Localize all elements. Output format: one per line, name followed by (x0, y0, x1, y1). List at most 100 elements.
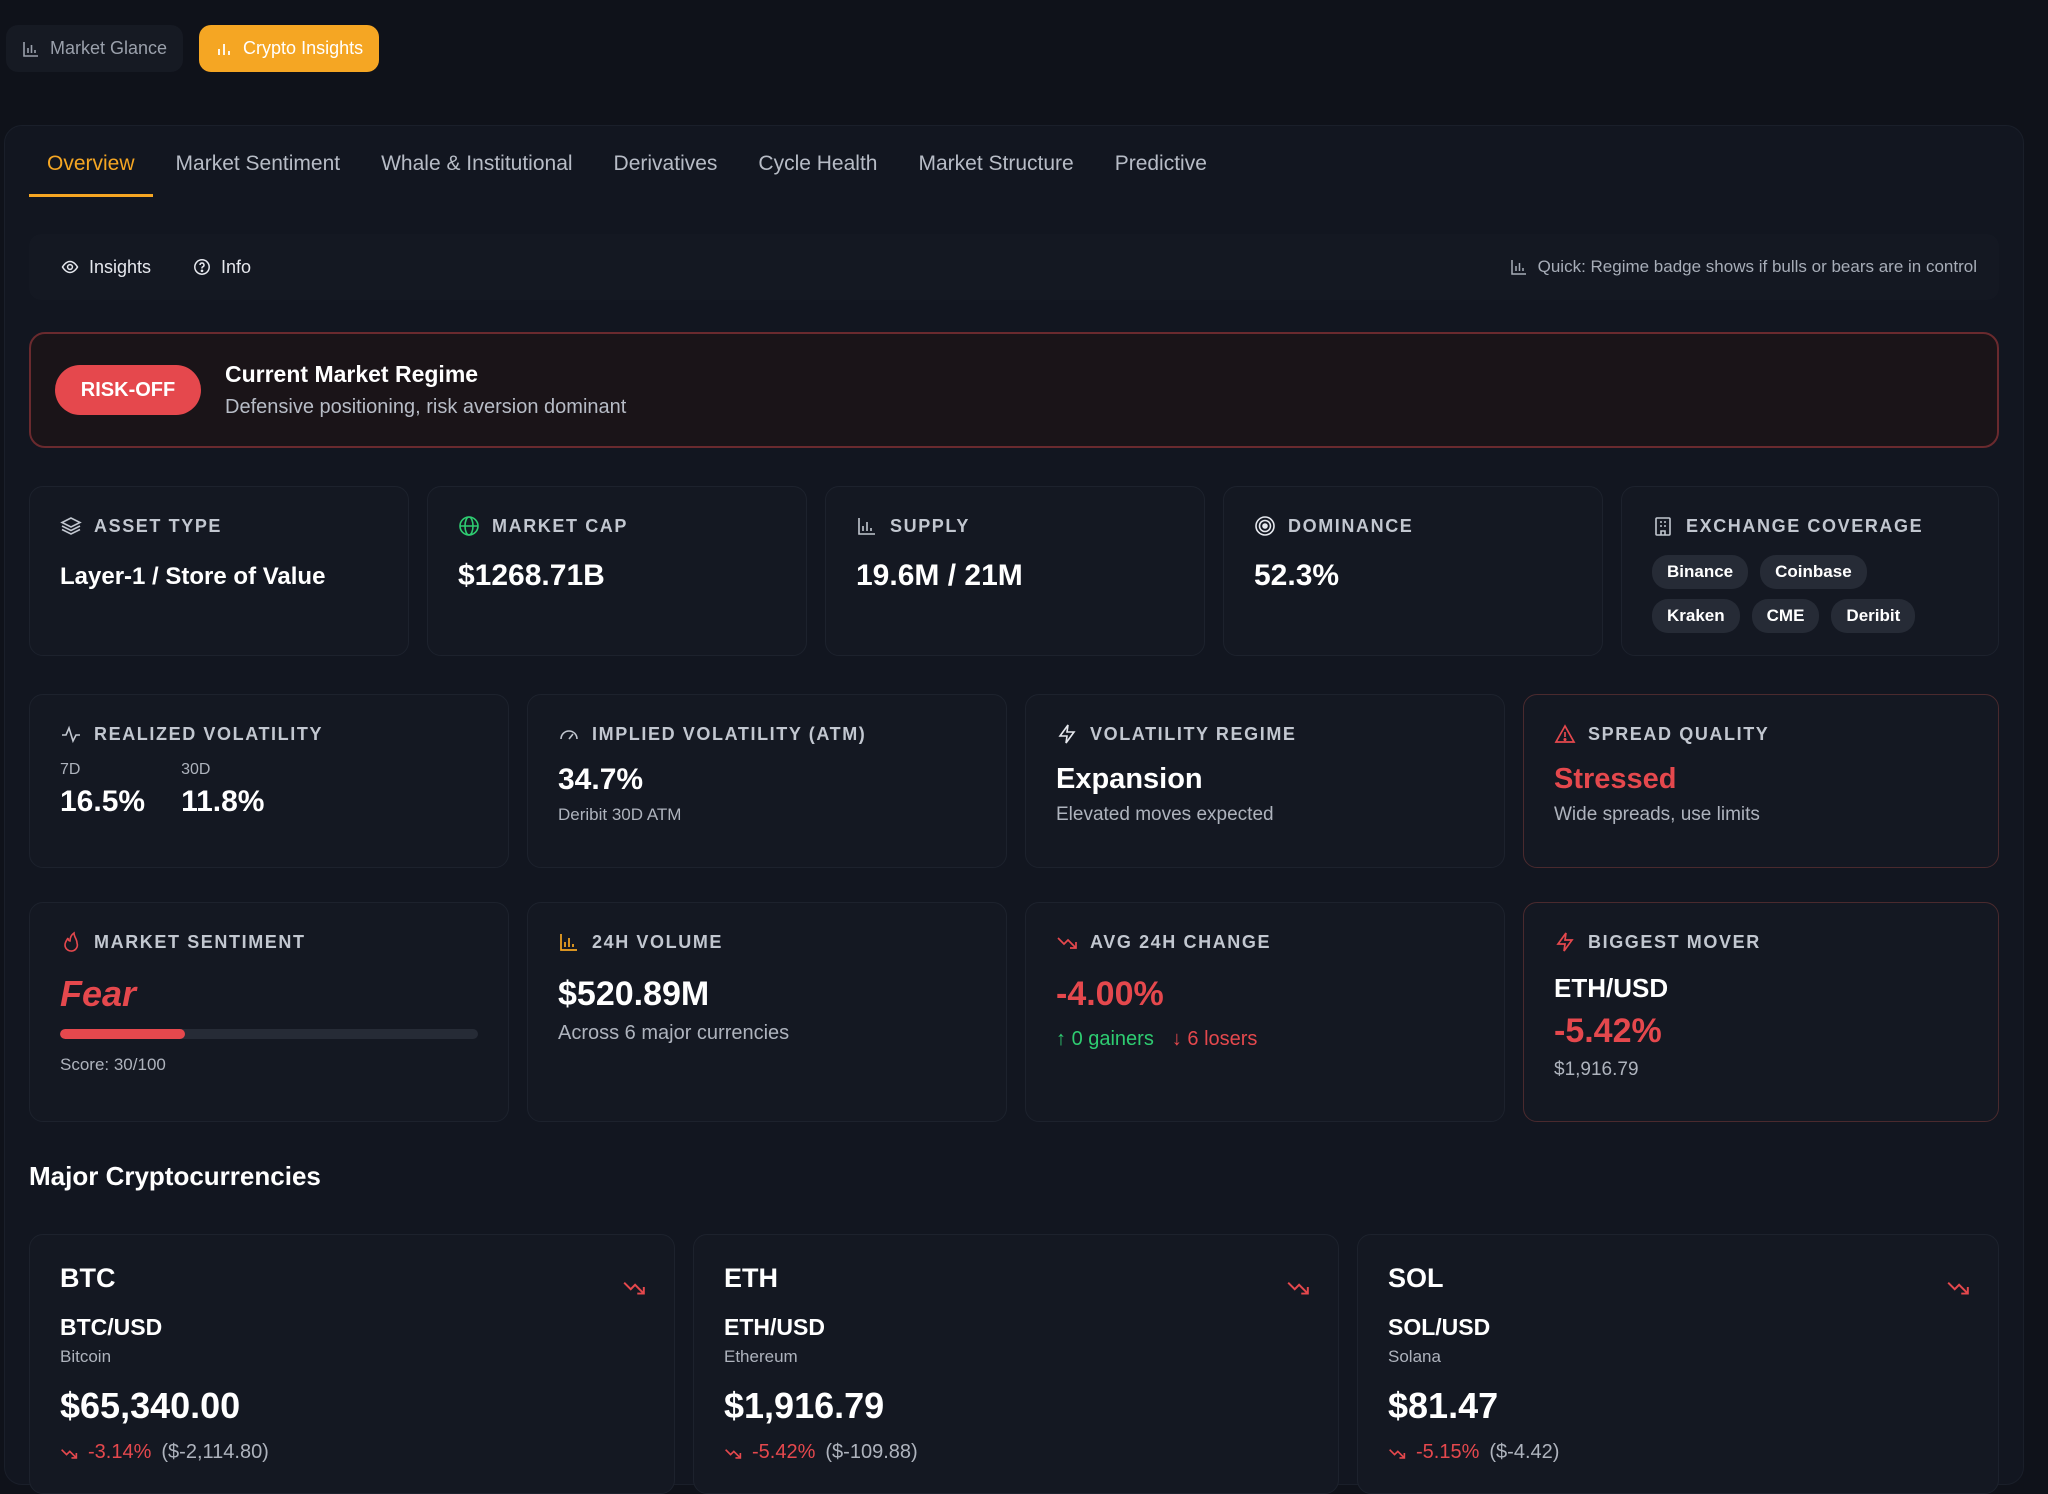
warning-icon (1554, 723, 1576, 745)
spread-quality-label: SPREAD QUALITY (1588, 723, 1770, 744)
tab-predictive[interactable]: Predictive (1114, 152, 1207, 175)
crypto-change-absolute: ($-4.42) (1489, 1441, 1560, 1463)
building-icon (1652, 515, 1674, 537)
volatility-regime-sub: Elevated moves expected (1056, 804, 1274, 825)
crypto-price: $65,340.00 (60, 1385, 241, 1426)
crypto-card-eth[interactable]: ETH ETH/USD Ethereum $1,916.79 -5.42% ($… (693, 1234, 1339, 1494)
trending-down-icon (60, 1444, 78, 1462)
vol-30d-value: 11.8% (181, 785, 265, 818)
realized-volatility-label: REALIZED VOLATILITY (94, 723, 324, 744)
crypto-symbol: BTC (60, 1263, 116, 1293)
spread-quality-card: SPREAD QUALITY Stressed Wide spreads, us… (1523, 694, 1999, 868)
asset-type-label: ASSET TYPE (94, 515, 223, 536)
exchange-chips: Binance Coinbase Kraken CME Deribit (1652, 555, 1952, 633)
exchange-chip: Kraken (1652, 599, 1740, 633)
crypto-name: Solana (1388, 1347, 1441, 1366)
crypto-change-absolute: ($-109.88) (825, 1441, 918, 1463)
trending-down-icon (1286, 1275, 1310, 1299)
volume-sub: Across 6 major currencies (558, 1022, 790, 1044)
market-cap-card: MARKET CAP $1268.71B (427, 486, 807, 656)
spread-quality-value: Stressed (1554, 763, 1677, 795)
implied-volatility-value: 34.7% (558, 763, 644, 796)
volatility-regime-value: Expansion (1056, 763, 1203, 795)
quick-tip-text: Quick: Regime badge shows if bulls or be… (1537, 257, 1977, 276)
bar-chart-icon (1510, 258, 1528, 276)
gauge-icon (558, 723, 580, 745)
regime-title: Current Market Regime (225, 361, 479, 387)
implied-volatility-label: IMPLIED VOLATILITY (ATM) (592, 723, 867, 744)
crypto-change-percent: -3.14% (88, 1441, 152, 1463)
toolbar: Insights Info Quick: Regime badge shows … (29, 234, 1999, 300)
market-glance-label: Market Glance (50, 38, 168, 58)
crypto-pair: BTC/USD (60, 1314, 163, 1340)
quick-tip: Quick: Regime badge shows if bulls or be… (1510, 257, 1977, 277)
eye-icon (61, 258, 79, 276)
mover-price: $1,916.79 (1554, 1059, 1639, 1080)
crypto-name: Ethereum (724, 1347, 798, 1366)
crypto-card-sol[interactable]: SOL SOL/USD Solana $81.47 -5.15% ($-4.42… (1357, 1234, 1999, 1494)
tab-market-sentiment[interactable]: Market Sentiment (175, 152, 341, 175)
realized-volatility-card: REALIZED VOLATILITY 7D 16.5% 30D 11.8% (29, 694, 509, 868)
volume-label: 24H VOLUME (592, 931, 724, 952)
spread-quality-sub: Wide spreads, use limits (1554, 804, 1760, 825)
crypto-insights-label: Crypto Insights (243, 38, 364, 58)
volatility-regime-card: VOLATILITY REGIME Expansion Elevated mov… (1025, 694, 1505, 868)
tab-whale-institutional[interactable]: Whale & Institutional (381, 152, 573, 175)
market-regime-banner: RISK-OFF Current Market Regime Defensive… (29, 332, 1999, 448)
volatility-regime-label: VOLATILITY REGIME (1090, 723, 1297, 744)
info-label: Info (221, 256, 252, 277)
supply-card: SUPPLY 19.6M / 21M (825, 486, 1205, 656)
info-button[interactable]: Info (193, 257, 251, 278)
flame-icon (60, 931, 82, 953)
tab-market-structure[interactable]: Market Structure (918, 152, 1074, 175)
avg-change-value: -4.00% (1056, 975, 1164, 1013)
crypto-change-absolute: ($-2,114.80) (161, 1441, 269, 1463)
exchange-coverage-label: EXCHANGE COVERAGE (1686, 515, 1924, 536)
trending-down-icon (1388, 1444, 1406, 1462)
insights-button[interactable]: Insights (61, 257, 151, 278)
sentiment-score-bar (60, 1029, 478, 1039)
biggest-mover-label: BIGGEST MOVER (1588, 931, 1761, 952)
avg-change-card: AVG 24H CHANGE -4.00% ↑ 0 gainers ↓ 6 lo… (1025, 902, 1505, 1122)
sentiment-score-fill (60, 1029, 186, 1039)
crypto-card-btc[interactable]: BTC BTC/USD Bitcoin $65,340.00 -3.14% ($… (29, 1234, 675, 1494)
lightning-icon (1056, 723, 1078, 745)
market-glance-button[interactable]: Market Glance (6, 25, 184, 72)
exchange-coverage-card: EXCHANGE COVERAGE Binance Coinbase Krake… (1621, 486, 1999, 656)
crypto-price: $81.47 (1388, 1385, 1499, 1426)
tab-derivatives[interactable]: Derivatives (613, 152, 718, 175)
bar-chart-icon (215, 40, 233, 58)
crypto-change-percent: -5.15% (1416, 1441, 1480, 1463)
top-nav: Market Glance Crypto Insights (6, 25, 380, 72)
crypto-pair: SOL/USD (1388, 1314, 1491, 1340)
help-circle-icon (193, 258, 211, 276)
avg-change-label: AVG 24H CHANGE (1090, 931, 1272, 952)
sentiment-value: Fear (60, 973, 137, 1014)
tab-overview[interactable]: Overview (29, 152, 153, 197)
volume-value: $520.89M (558, 975, 710, 1013)
market-cap-value: $1268.71B (458, 559, 605, 592)
losers-count: ↓ 6 losers (1171, 1028, 1258, 1050)
exchange-chip: CME (1751, 599, 1820, 633)
market-sentiment-label: MARKET SENTIMENT (94, 931, 306, 952)
lightning-icon (1554, 931, 1576, 953)
crypto-name: Bitcoin (60, 1347, 112, 1366)
regime-subtitle: Defensive positioning, risk aversion dom… (225, 396, 627, 418)
implied-volatility-card: IMPLIED VOLATILITY (ATM) 34.7% Deribit 3… (527, 694, 1007, 868)
insights-label: Insights (89, 256, 152, 277)
market-sentiment-card: MARKET SENTIMENT Fear Score: 30/100 (29, 902, 509, 1122)
bar-chart-icon (856, 515, 878, 537)
dominance-label: DOMINANCE (1288, 515, 1414, 536)
activity-icon (60, 723, 82, 745)
section-title: Major Cryptocurrencies (29, 1161, 321, 1191)
dominance-value: 52.3% (1254, 559, 1340, 592)
trending-down-icon (1056, 931, 1078, 953)
crypto-insights-button[interactable]: Crypto Insights (199, 25, 380, 72)
mover-change: -5.42% (1554, 1012, 1662, 1050)
crypto-pair: ETH/USD (724, 1314, 825, 1340)
trending-down-icon (724, 1444, 742, 1462)
vol-7d-value: 16.5% (60, 785, 146, 818)
tab-cycle-health[interactable]: Cycle Health (758, 152, 878, 175)
crypto-symbol: SOL (1388, 1263, 1444, 1293)
crypto-price: $1,916.79 (724, 1385, 885, 1426)
